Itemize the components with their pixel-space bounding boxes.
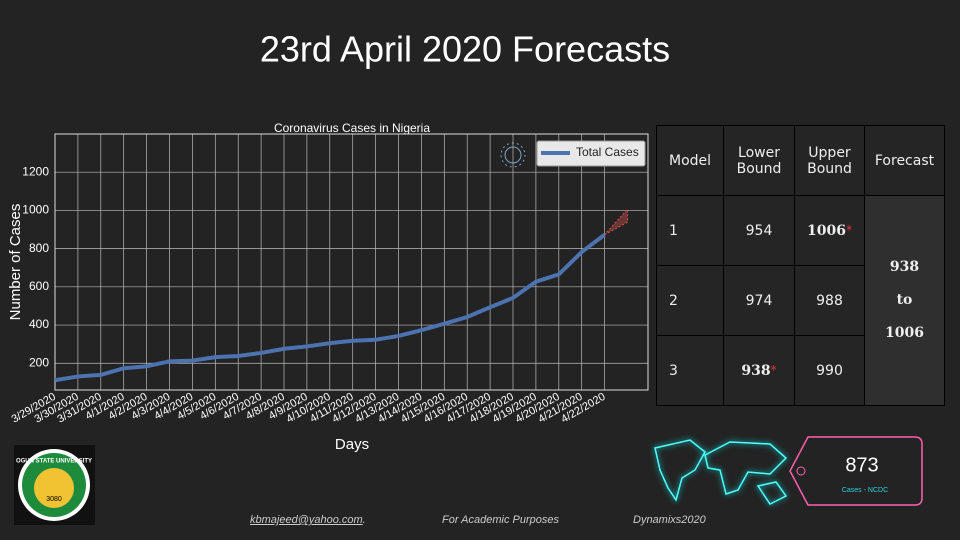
header-cell: Lower Bound [723, 125, 795, 196]
model-cell: 2 [656, 265, 724, 336]
y-tick-label: 800 [29, 241, 49, 255]
header-cell: Forecast [864, 125, 945, 196]
footer-email: kbmajeed@yahoo.com. [250, 514, 366, 526]
cell-value: 2 [669, 292, 678, 309]
x-axis-label: Days [335, 436, 369, 453]
cell-value: 988 [816, 292, 843, 309]
lower-bound-cell: 974 [723, 265, 795, 336]
header-cell: Model [656, 125, 724, 196]
cell-value: 938 [741, 362, 771, 379]
cell-value: 954 [745, 222, 773, 239]
upper-bound-cell: 990 [794, 335, 865, 406]
lower-bound-cell: 938* [723, 335, 795, 406]
email-suffix: . [362, 514, 366, 526]
badge-frame [789, 436, 923, 506]
cell-value: 1 [669, 222, 678, 239]
badge-value: 873 [845, 454, 878, 476]
y-tick-label: 200 [29, 355, 49, 369]
legend-label: Total Cases [576, 145, 639, 159]
badge-label: Cases - NCDC [842, 487, 888, 494]
forecast-to: 1006 [885, 325, 924, 341]
y-tick-label: 1000 [22, 203, 49, 217]
upper-bound-cell: 988 [794, 265, 865, 336]
email: kbmajeed@yahoo.com [250, 514, 363, 526]
chart-title: Coronavirus Cases in Nigeria [274, 121, 430, 135]
model-cell: 1 [656, 195, 724, 266]
forecast-word: to [896, 292, 913, 308]
forecast-fan [604, 207, 628, 236]
upper-bound-cell: 1006* [794, 195, 865, 266]
world-map [654, 439, 788, 505]
logo-number: 3080 [46, 496, 62, 503]
y-axis-label: Number of Cases [7, 204, 24, 321]
cell-value: 990 [816, 362, 843, 379]
plot-frame [54, 133, 649, 391]
cell-value: 1006 [807, 222, 846, 239]
footer-brand: Dynamixs2020 [633, 514, 706, 526]
legend-box [536, 140, 646, 167]
model-cell: 3 [656, 335, 724, 406]
logo-name: OGUN STATE UNIVERSITY [16, 459, 92, 465]
y-tick-label: 1200 [22, 164, 49, 178]
logo [14, 445, 95, 525]
slide-title: 23rd April 2020 Forecasts [260, 29, 670, 70]
y-tick-label: 600 [29, 279, 49, 293]
y-tick-label: 400 [29, 317, 49, 331]
star: * [845, 222, 852, 237]
footer-note: For Academic Purposes [442, 514, 559, 526]
cell-value: 974 [745, 292, 773, 309]
forecast-cell: 938 to 1006 [864, 195, 945, 406]
cell-value: 3 [669, 362, 678, 379]
forecast-table: Model Lower Bound Upper Bound Forecast 1… [656, 125, 945, 406]
forecast-from: 938 [889, 259, 920, 275]
header-cell: Upper Bound [794, 125, 865, 196]
star: * [770, 362, 777, 377]
line-series [54, 233, 606, 383]
lower-bound-cell: 954 [723, 195, 795, 266]
